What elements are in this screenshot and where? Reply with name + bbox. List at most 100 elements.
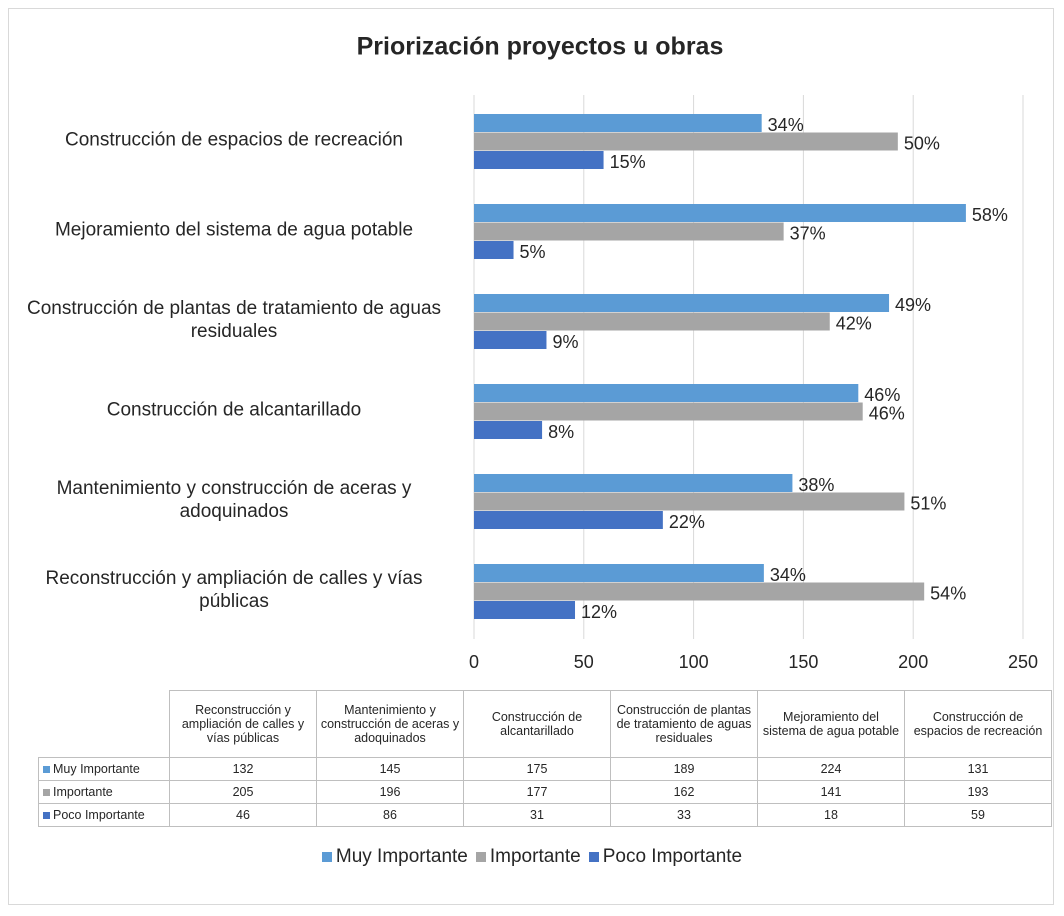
data-label: 8% <box>548 422 574 442</box>
x-tick-label: 250 <box>1008 652 1038 672</box>
table-header: Mantenimiento y construcción de aceras y… <box>316 690 464 758</box>
data-label: 54% <box>930 583 966 603</box>
bar <box>474 474 793 492</box>
chart-border <box>8 8 1054 905</box>
table-cell: 224 <box>757 757 905 781</box>
table-row-name: Importante <box>38 780 170 804</box>
data-label: 9% <box>552 332 578 352</box>
x-tick-label: 100 <box>679 652 709 672</box>
table-cell: 196 <box>316 780 464 804</box>
data-label: 51% <box>910 493 946 513</box>
data-label: 49% <box>895 295 931 315</box>
data-label: 22% <box>669 512 705 532</box>
table-header: Reconstrucción y ampliación de calles y … <box>169 690 317 758</box>
data-label: 50% <box>904 133 940 153</box>
bar <box>474 331 547 349</box>
table-row-name: Poco Importante <box>38 803 170 827</box>
legend-swatch <box>475 852 486 862</box>
data-label: 38% <box>798 475 834 495</box>
legend-swatch <box>588 852 599 862</box>
legend-item: Muy Importante <box>321 846 468 867</box>
bar <box>474 222 784 241</box>
bar <box>474 564 764 582</box>
bar <box>474 204 966 222</box>
data-label: 34% <box>768 115 804 135</box>
table-cell: 18 <box>757 803 905 827</box>
table-header: Construcción de alcantarillado <box>463 690 611 758</box>
table-corner <box>38 690 170 758</box>
table-row: Muy Importante 132 145 175 189 224 131 <box>38 757 1052 781</box>
table-cell: 175 <box>463 757 611 781</box>
table-cell: 31 <box>463 803 611 827</box>
table-cell: 131 <box>904 757 1052 781</box>
legend-item: Poco Importante <box>588 846 743 867</box>
table-cell: 177 <box>463 780 611 804</box>
table-cell: 33 <box>610 803 758 827</box>
table-header: Mejoramiento del sistema de agua potable <box>757 690 905 758</box>
category-label: Construcción de plantas de tratamiento d… <box>26 298 442 342</box>
legend: Muy Importante Importante Poco Importante <box>0 846 1064 868</box>
bar <box>474 151 604 169</box>
bar <box>474 582 925 601</box>
x-tick-label: 200 <box>898 652 928 672</box>
x-tick-label: 50 <box>574 652 594 672</box>
legend-label: Muy Importante <box>335 846 468 867</box>
table-cell: 86 <box>316 803 464 827</box>
x-tick-label: 0 <box>469 652 479 672</box>
data-label: 42% <box>836 313 872 333</box>
bar <box>474 294 890 312</box>
category-label: Construcción de espacios de recreación <box>65 129 403 151</box>
bar <box>474 312 830 331</box>
legend-label: Poco Importante <box>602 846 743 867</box>
bar <box>474 421 543 439</box>
category-label: Reconstrucción y ampliación de calles y … <box>45 568 423 612</box>
bar <box>474 402 863 421</box>
series-name: Importante <box>53 785 113 799</box>
table-cell: 193 <box>904 780 1052 804</box>
table-row-name: Muy Importante <box>38 757 170 781</box>
category-label: Mantenimiento y construcción de aceras y… <box>56 478 412 522</box>
data-label: 58% <box>972 205 1008 225</box>
data-label: 12% <box>581 602 617 622</box>
legend-key <box>43 812 50 819</box>
legend-key <box>43 789 50 796</box>
table-header-row: Reconstrucción y ampliación de calles y … <box>38 690 1052 758</box>
table-header: Construcción de plantas de tratamiento d… <box>610 690 758 758</box>
table-cell: 205 <box>169 780 317 804</box>
table-cell: 189 <box>610 757 758 781</box>
data-table: Reconstrucción y ampliación de calles y … <box>38 690 1052 827</box>
data-label: 34% <box>770 565 806 585</box>
bar <box>474 492 905 511</box>
table-header: Construcción de espacios de recreación <box>904 690 1052 758</box>
table-cell: 141 <box>757 780 905 804</box>
legend-item: Importante <box>475 846 581 867</box>
bar <box>474 384 859 402</box>
bar <box>474 132 898 151</box>
category-label: Construcción de alcantarillado <box>106 399 362 421</box>
data-label: 15% <box>610 152 646 172</box>
series-name: Muy Importante <box>53 762 140 776</box>
bar <box>474 601 576 619</box>
bar <box>474 241 514 259</box>
legend-swatch <box>321 852 332 862</box>
table-row: Importante 205 196 177 162 141 193 <box>38 780 1052 804</box>
data-label: 46% <box>869 403 905 423</box>
bar <box>474 511 663 529</box>
data-label: 5% <box>520 242 546 262</box>
chart-title: Priorización proyectos u obras <box>357 33 724 61</box>
table-cell: 46 <box>169 803 317 827</box>
legend-label: Importante <box>489 846 581 867</box>
table-cell: 132 <box>169 757 317 781</box>
bar <box>474 114 762 132</box>
data-label: 37% <box>790 223 826 243</box>
x-tick-label: 150 <box>788 652 818 672</box>
table-row: Poco Importante 46 86 31 33 18 59 <box>38 803 1052 827</box>
data-label: 46% <box>864 385 900 405</box>
category-label: Mejoramiento del sistema de agua potable <box>54 219 414 241</box>
table-cell: 162 <box>610 780 758 804</box>
table-cell: 59 <box>904 803 1052 827</box>
series-name: Poco Importante <box>53 808 145 822</box>
table-cell: 145 <box>316 757 464 781</box>
